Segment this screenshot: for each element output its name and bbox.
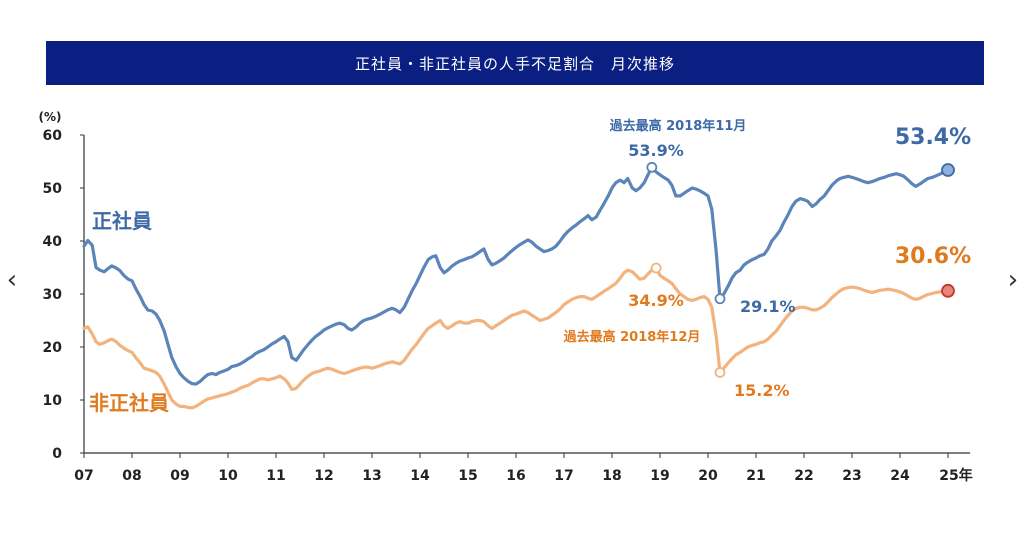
nonregular-series-line <box>82 266 950 410</box>
nonregular-covid-value: 15.2% <box>734 381 790 400</box>
x-tick-label: 17 <box>554 468 573 484</box>
y-tick-label: 50 <box>43 181 63 197</box>
x-tick-label: 19 <box>650 468 669 484</box>
regular-series-line <box>82 165 950 386</box>
regular-peak-caption: 過去最高 2018年11月 <box>609 118 747 134</box>
nonregular-latest-value: 30.6% <box>895 244 971 269</box>
x-tick-label: 13 <box>362 468 381 484</box>
x-tick-label: 12 <box>314 468 333 484</box>
y-tick-label: 30 <box>43 287 63 303</box>
y-axis-unit: (%) <box>39 110 62 124</box>
regular-peak-value: 53.9% <box>628 141 684 160</box>
x-tick-label: 11 <box>266 468 285 484</box>
x-tick-label: 18 <box>602 468 621 484</box>
regular-latest-point <box>941 163 955 177</box>
regular-covid-point <box>714 293 726 305</box>
x-tick-label: 22 <box>794 468 813 484</box>
x-tick-label: 20 <box>698 468 718 484</box>
chart-title: 正社員・非正社員の人手不足割合 月次推移 <box>46 41 984 85</box>
x-tick-label: 15 <box>458 468 477 484</box>
nonregular-peak-value: 34.9% <box>628 291 684 310</box>
x-tick-label: 10 <box>218 468 238 484</box>
next-arrow-icon[interactable]: › <box>1007 265 1019 295</box>
x-tick-label: 14 <box>410 468 430 484</box>
nonregular-latest-point <box>941 283 955 298</box>
x-tick-label: 21 <box>746 468 765 484</box>
nonregular-series-label: 非正社員 <box>89 391 169 415</box>
y-tick-label: 60 <box>43 128 63 144</box>
x-tick-label: 09 <box>170 468 189 484</box>
y-tick-label: 20 <box>43 340 63 356</box>
prev-arrow-icon[interactable]: ‹ <box>6 265 18 295</box>
y-tick-label: 10 <box>43 393 63 409</box>
x-tick-label: 07 <box>74 468 93 484</box>
regular-peak-point <box>646 161 658 173</box>
x-tick-label: 08 <box>122 468 141 484</box>
x-tick-label: 25年 <box>939 467 972 484</box>
regular-covid-value: 29.1% <box>740 297 796 316</box>
x-tick-label: 24 <box>890 468 910 484</box>
x-tick-label: 23 <box>842 468 861 484</box>
y-tick-label: 40 <box>43 234 63 250</box>
nonregular-peak-caption: 過去最高 2018年12月 <box>563 329 701 345</box>
y-tick-label: 0 <box>52 446 62 462</box>
regular-latest-value: 53.4% <box>895 125 971 150</box>
regular-series-label: 正社員 <box>92 209 152 233</box>
x-tick-label: 16 <box>506 468 525 484</box>
nonregular-covid-point <box>714 367 726 378</box>
nonregular-peak-point <box>650 262 662 274</box>
